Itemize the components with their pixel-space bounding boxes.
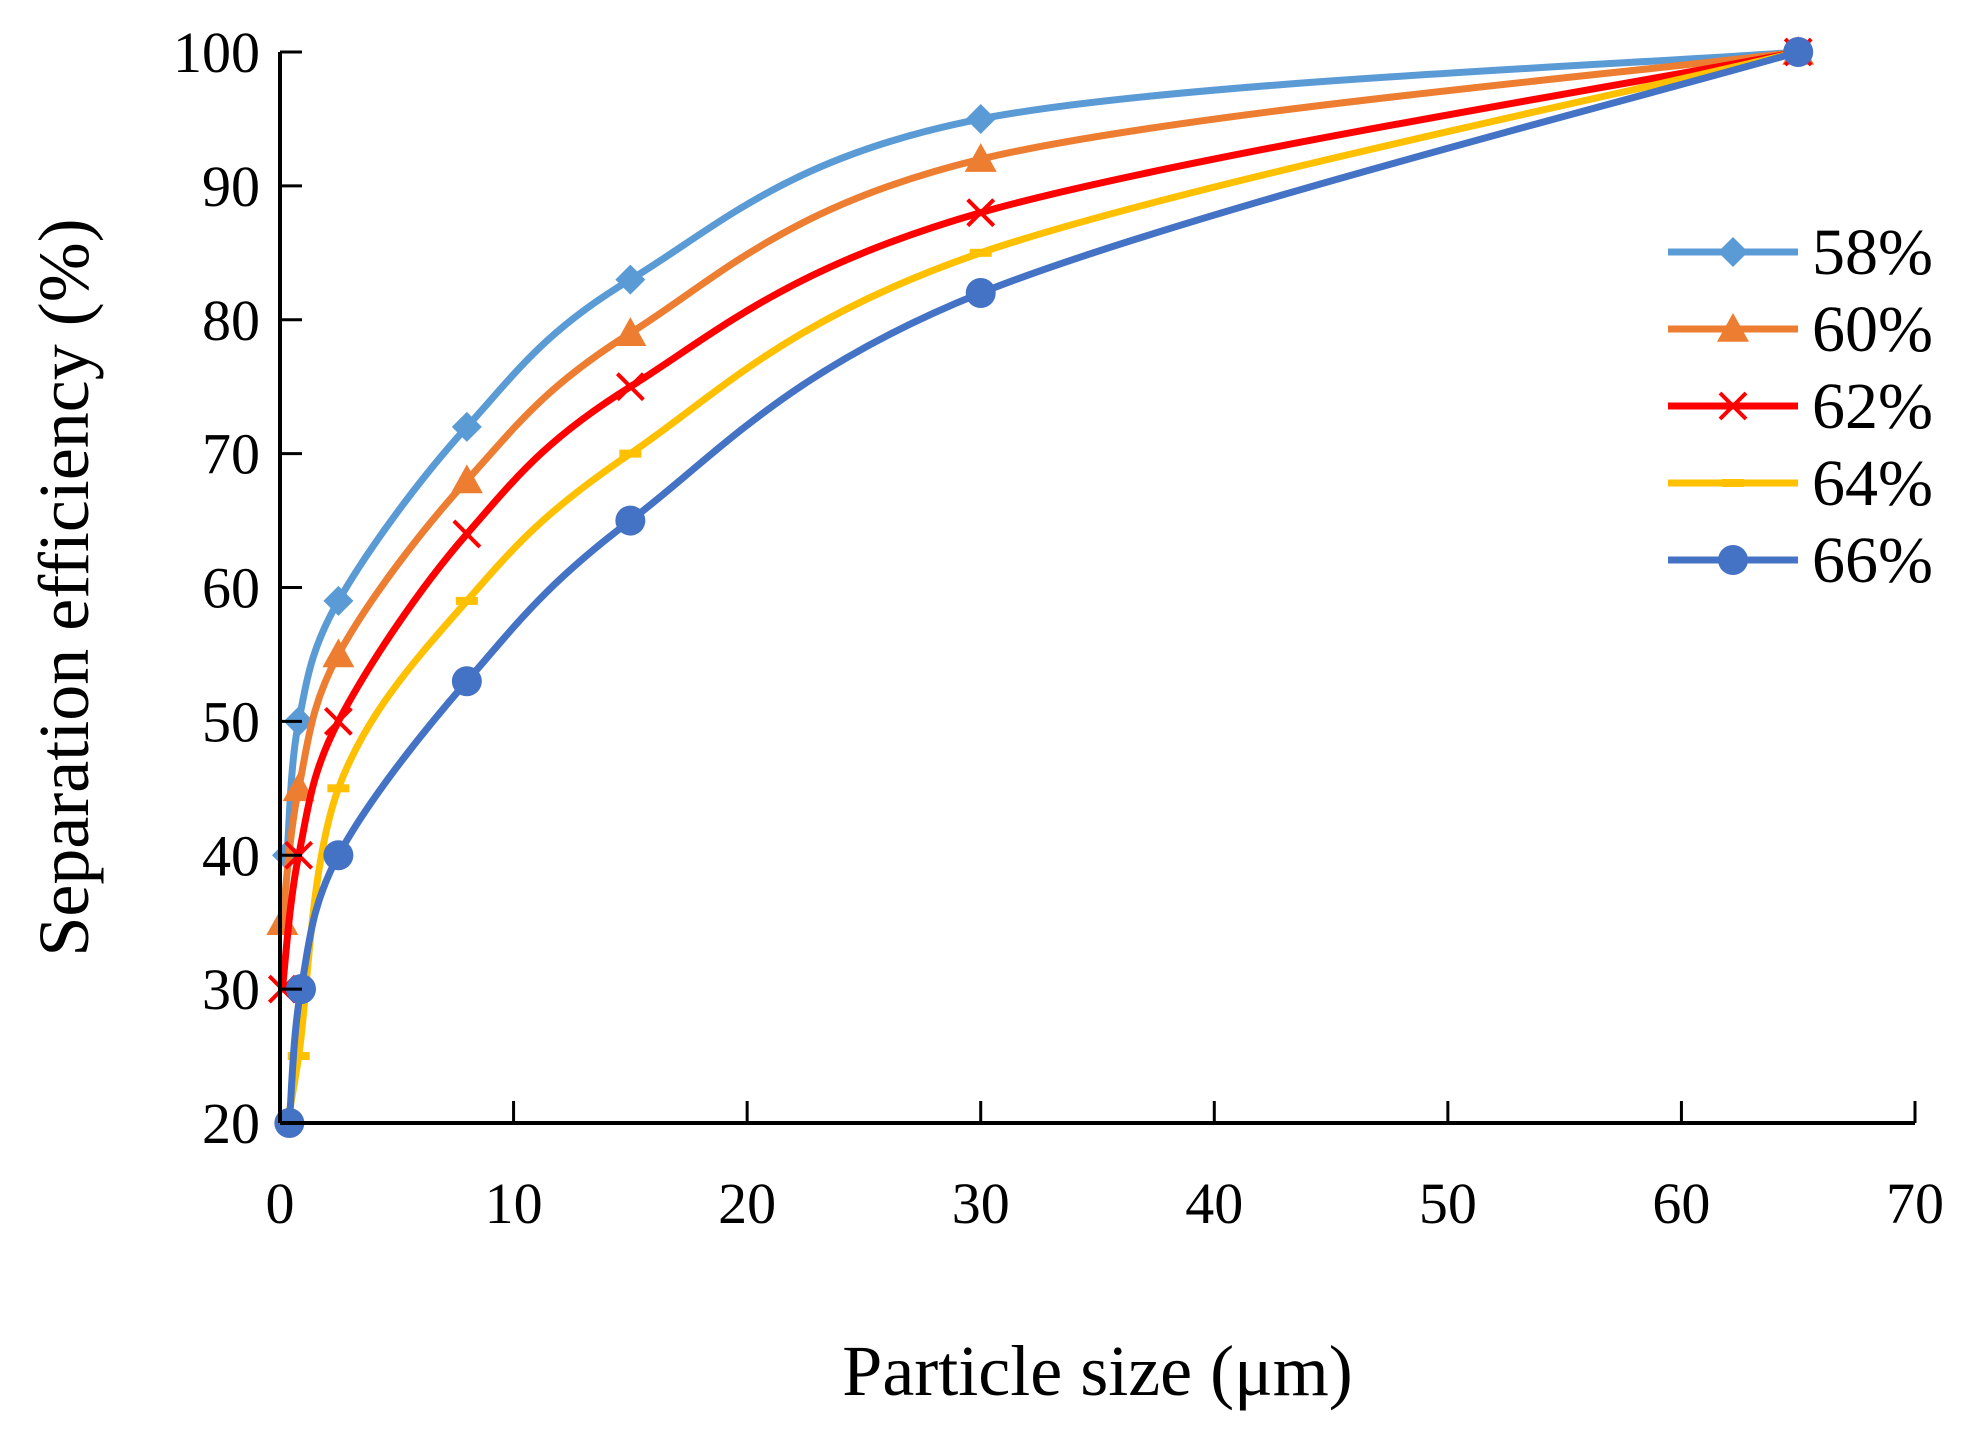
data-point — [450, 464, 483, 494]
legend-marker — [1718, 237, 1748, 267]
axes: 0 10 20 30 40 50 60 70 20 30 40 50 60 70 80 90 100 — [173, 20, 1944, 1236]
y-tick-label: 40 — [202, 823, 260, 888]
data-point — [287, 1052, 310, 1061]
y-tick-label: 100 — [173, 20, 260, 85]
legend-label: 60% — [1812, 293, 1933, 366]
x-tick-label: 50 — [1419, 1171, 1477, 1236]
data-point — [615, 372, 645, 402]
series-60pct — [266, 36, 1815, 935]
x-axis-ticks: 0 10 20 30 40 50 60 70 — [266, 1101, 1944, 1236]
data-point — [323, 585, 354, 616]
y-tick-label: 80 — [202, 288, 260, 353]
data-point — [451, 411, 482, 442]
x-tick-label: 40 — [1185, 1171, 1243, 1236]
legend-item: 58% — [1668, 216, 1933, 289]
legend-marker — [1718, 391, 1748, 421]
data-point — [966, 198, 996, 228]
data-point — [455, 596, 478, 605]
data-point — [452, 519, 482, 549]
legend-item: 64% — [1668, 447, 1933, 520]
data-point — [1783, 37, 1814, 67]
data-point — [965, 277, 996, 308]
data-point — [964, 143, 997, 172]
data-point — [323, 840, 354, 871]
series-line — [278, 48, 1802, 926]
series-line — [283, 48, 1802, 859]
x-axis-title: Particle size (μm) — [842, 1331, 1352, 1411]
legend-label: 64% — [1812, 447, 1933, 520]
series-64pct — [276, 48, 1810, 1127]
plot-area — [266, 36, 1815, 1138]
y-axis-ticks: 20 30 40 50 60 70 80 90 100 — [173, 20, 302, 1156]
legend-item: 60% — [1668, 293, 1933, 366]
legend-label: 66% — [1812, 524, 1933, 597]
x-tick-label: 30 — [952, 1171, 1010, 1236]
legend-item: 62% — [1668, 370, 1933, 443]
data-point — [619, 449, 642, 458]
series-line — [285, 48, 1802, 1127]
legend-marker — [1718, 545, 1748, 575]
legend: 58%60%62%64%66% — [1668, 216, 1933, 597]
x-tick-label: 0 — [266, 1171, 295, 1236]
legend-marker — [1717, 313, 1749, 342]
series-66pct — [274, 37, 1814, 1138]
y-axis-title: Separation efficiency (%) — [24, 218, 104, 956]
series-58pct — [272, 37, 1814, 871]
x-tick-label: 70 — [1886, 1171, 1944, 1236]
data-point — [282, 772, 315, 802]
series-62pct — [267, 37, 1813, 1004]
x-tick-label: 20 — [718, 1171, 776, 1236]
legend-marker — [1722, 479, 1744, 487]
y-tick-label: 60 — [202, 556, 260, 621]
y-tick-label: 30 — [202, 957, 260, 1022]
y-tick-label: 70 — [202, 422, 260, 487]
legend-label: 58% — [1812, 216, 1933, 289]
legend-item: 66% — [1668, 524, 1933, 597]
x-tick-label: 10 — [485, 1171, 543, 1236]
y-tick-label: 90 — [202, 154, 260, 219]
data-point — [615, 264, 646, 295]
data-point — [322, 638, 355, 668]
data-point — [614, 317, 647, 346]
x-tick-label: 60 — [1652, 1171, 1710, 1236]
data-point — [969, 248, 992, 257]
data-point — [327, 784, 350, 793]
data-point — [323, 706, 353, 736]
y-tick-label: 20 — [202, 1091, 260, 1156]
series-line — [283, 48, 1802, 1127]
data-point — [615, 505, 646, 536]
data-point — [451, 666, 482, 697]
legend-label: 62% — [1812, 370, 1933, 443]
data-point — [965, 103, 996, 134]
y-tick-label: 50 — [202, 689, 260, 754]
series-line — [278, 48, 1802, 993]
